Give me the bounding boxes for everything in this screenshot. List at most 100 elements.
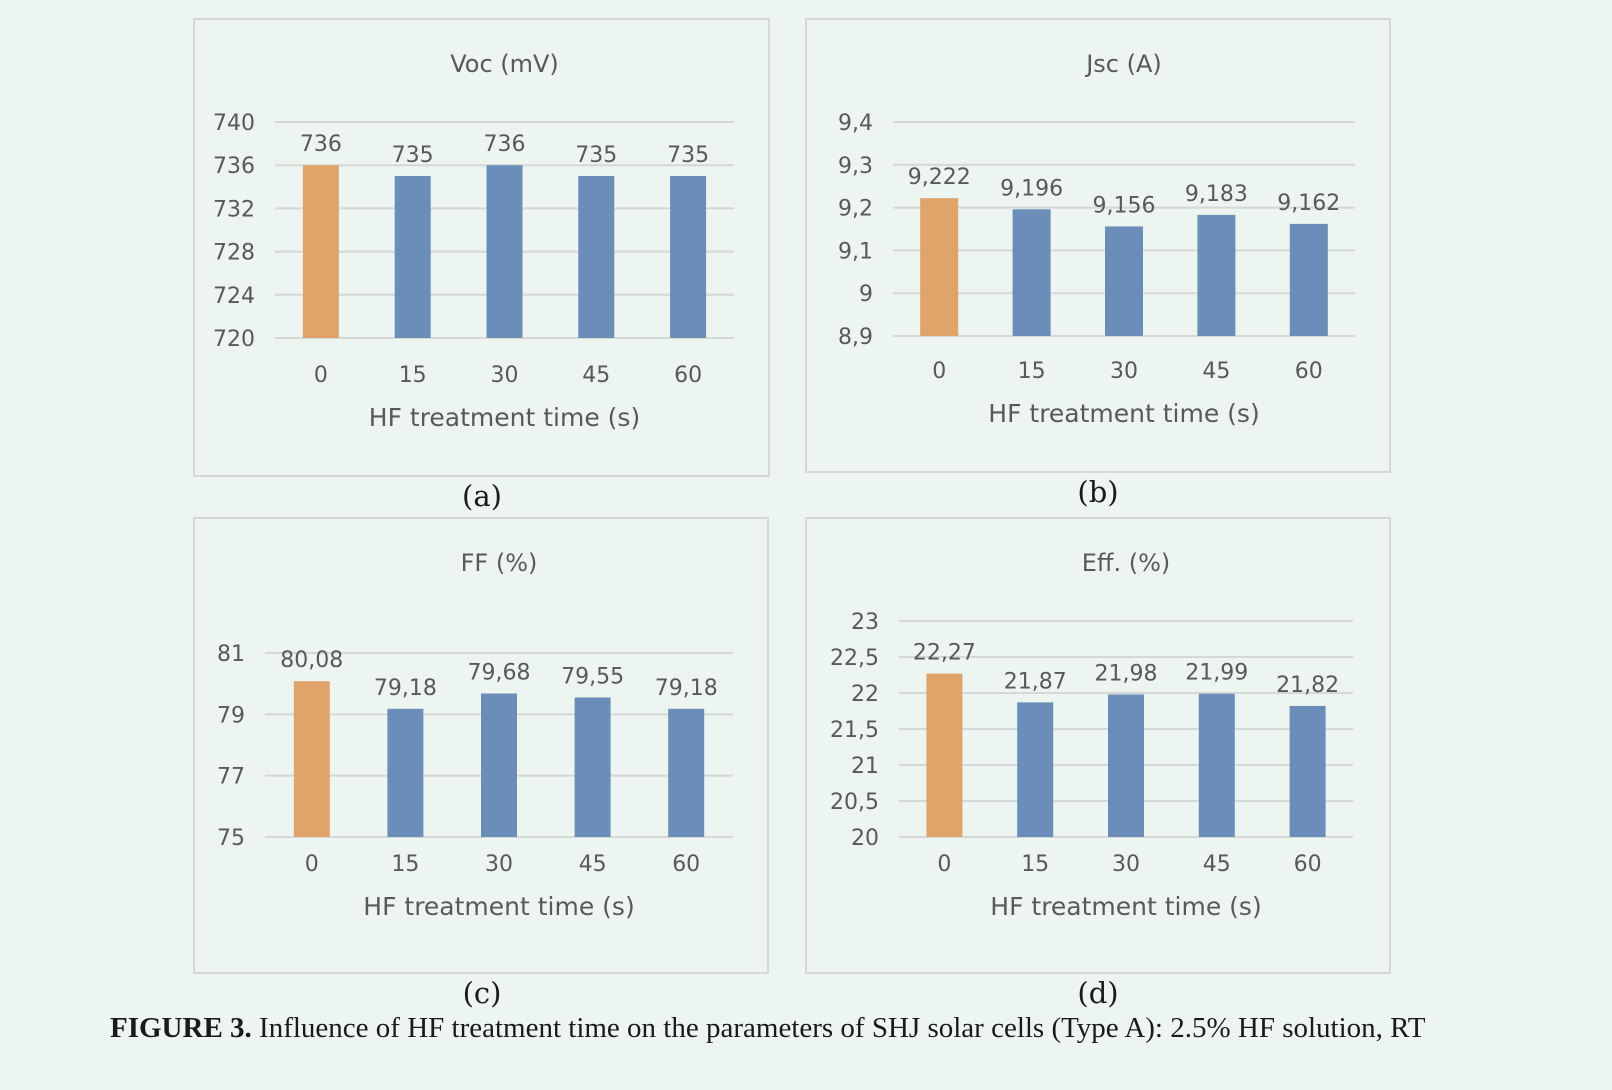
data-label: 22,27 — [913, 641, 976, 666]
data-label: 9,183 — [1185, 182, 1248, 207]
chart-panel-voc: Voc (mV) 720 724 728 732 736 740 736 0 735 15 736 30… — [193, 18, 770, 477]
x-tick-label: 15 — [1018, 359, 1046, 384]
panel-label-a: (a) — [462, 479, 502, 513]
chart-panel-ff: FF (%) 75 77 79 81 80,08 0 79,18 15 79,68 30 79,55 4… — [193, 517, 769, 974]
data-label: 21,99 — [1185, 661, 1248, 686]
chart-ff: FF (%) 75 77 79 81 80,08 0 79,18 15 79,68 30 79,55 4… — [217, 549, 733, 921]
data-label: 735 — [575, 143, 617, 168]
data-label: 79,68 — [468, 660, 531, 685]
x-tick-label: 45 — [1203, 852, 1231, 877]
y-tick-label: 20,5 — [830, 790, 879, 815]
bar — [1289, 705, 1326, 837]
data-label: 79,55 — [561, 664, 624, 689]
y-tick-label: 21 — [851, 754, 879, 779]
y-tick-label: 22,5 — [830, 646, 879, 671]
bar — [1197, 214, 1236, 336]
bar — [481, 693, 517, 837]
bar — [1108, 694, 1144, 837]
x-tick-label: 30 — [1110, 359, 1138, 384]
x-tick-label: 15 — [1021, 852, 1049, 877]
bar — [1012, 209, 1051, 336]
chart-eff: Eff. (%) 20 20,5 21 21,5 22 22,5 23 22,27 0 21,87 1… — [830, 549, 1353, 921]
x-axis-label: HF treatment time (s) — [990, 892, 1261, 921]
y-tick-label: 22 — [851, 682, 879, 707]
x-tick-label: 60 — [1295, 359, 1323, 384]
x-tick-label: 60 — [1294, 852, 1322, 877]
y-tick-label: 740 — [213, 111, 255, 136]
chart-title: Eff. (%) — [1082, 549, 1171, 577]
chart-title: FF (%) — [461, 549, 538, 577]
x-tick-label: 30 — [491, 363, 519, 388]
x-tick-label: 45 — [1202, 359, 1230, 384]
data-label: 9,222 — [908, 165, 971, 190]
bar — [574, 697, 611, 837]
bar — [1198, 693, 1235, 837]
bar — [293, 681, 330, 837]
data-label: 9,162 — [1277, 191, 1340, 216]
data-label: 79,18 — [655, 676, 718, 701]
x-tick-label: 30 — [485, 852, 513, 877]
chart-panel-eff: Eff. (%) 20 20,5 21 21,5 22 22,5 23 22,27 0 21,87 1… — [805, 517, 1391, 974]
y-tick-label: 728 — [213, 241, 255, 266]
bar — [578, 176, 615, 338]
y-tick-label: 9,2 — [838, 197, 873, 222]
x-tick-label: 60 — [674, 363, 702, 388]
y-tick-label: 23 — [851, 610, 879, 635]
chart-voc: Voc (mV) 720 724 728 732 736 740 736 0 735 15 736 30… — [213, 50, 734, 432]
data-label: 9,156 — [1093, 193, 1156, 218]
bar — [926, 673, 963, 837]
x-axis-label: HF treatment time (s) — [363, 892, 634, 921]
x-tick-label: 0 — [305, 852, 319, 877]
x-axis-label: HF treatment time (s) — [369, 403, 640, 432]
bar — [920, 198, 959, 336]
figure-caption: FIGURE 3. Influence of HF treatment time… — [110, 1012, 1510, 1045]
bar — [1289, 223, 1328, 336]
panel-label-d: (d) — [1077, 976, 1119, 1010]
chart-panel-jsc: Jsc (A) 8,9 9 9,1 9,2 9,3 9,4 9,222 0 9,196 15 9,15… — [805, 18, 1391, 473]
data-label: 736 — [300, 132, 342, 157]
y-tick-label: 732 — [213, 197, 255, 222]
data-label: 21,87 — [1004, 669, 1067, 694]
y-tick-label: 736 — [213, 154, 255, 179]
data-label: 21,82 — [1276, 673, 1339, 698]
panel-label-c: (c) — [462, 976, 502, 1010]
figure-caption-text: Influence of HF treatment time on the pa… — [251, 1012, 1426, 1044]
bar — [1017, 702, 1054, 837]
x-tick-label: 15 — [391, 852, 419, 877]
data-label: 9,196 — [1000, 176, 1063, 201]
y-tick-label: 8,9 — [838, 325, 873, 350]
x-tick-label: 45 — [579, 852, 607, 877]
bar — [394, 176, 431, 338]
bar — [1105, 226, 1143, 336]
bar — [486, 165, 523, 338]
figure-caption-label: FIGURE 3. — [110, 1012, 252, 1044]
bar — [668, 708, 705, 837]
x-tick-label: 30 — [1112, 852, 1140, 877]
bar — [670, 176, 707, 338]
x-tick-label: 0 — [314, 363, 328, 388]
data-label: 736 — [484, 132, 526, 157]
panel-label-b: (b) — [1077, 475, 1119, 509]
x-tick-label: 0 — [937, 852, 951, 877]
bar — [302, 165, 339, 338]
data-label: 79,18 — [374, 676, 437, 701]
chart-title: Voc (mV) — [450, 50, 559, 78]
y-tick-label: 9,1 — [838, 239, 873, 264]
y-tick-label: 75 — [217, 826, 245, 851]
y-tick-label: 21,5 — [830, 718, 879, 743]
y-tick-label: 79 — [217, 703, 245, 728]
y-tick-label: 20 — [851, 826, 879, 851]
data-label: 735 — [667, 143, 709, 168]
y-tick-label: 9 — [859, 282, 873, 307]
data-label: 80,08 — [280, 648, 343, 673]
x-axis-label: HF treatment time (s) — [988, 399, 1259, 428]
y-tick-label: 9,3 — [838, 154, 873, 179]
y-tick-label: 724 — [213, 284, 255, 309]
x-tick-label: 60 — [672, 852, 700, 877]
y-tick-label: 9,4 — [838, 111, 873, 136]
y-tick-label: 81 — [217, 642, 245, 667]
x-tick-label: 15 — [399, 363, 427, 388]
bar — [387, 708, 424, 837]
y-tick-label: 720 — [213, 327, 255, 352]
data-label: 735 — [392, 143, 434, 168]
